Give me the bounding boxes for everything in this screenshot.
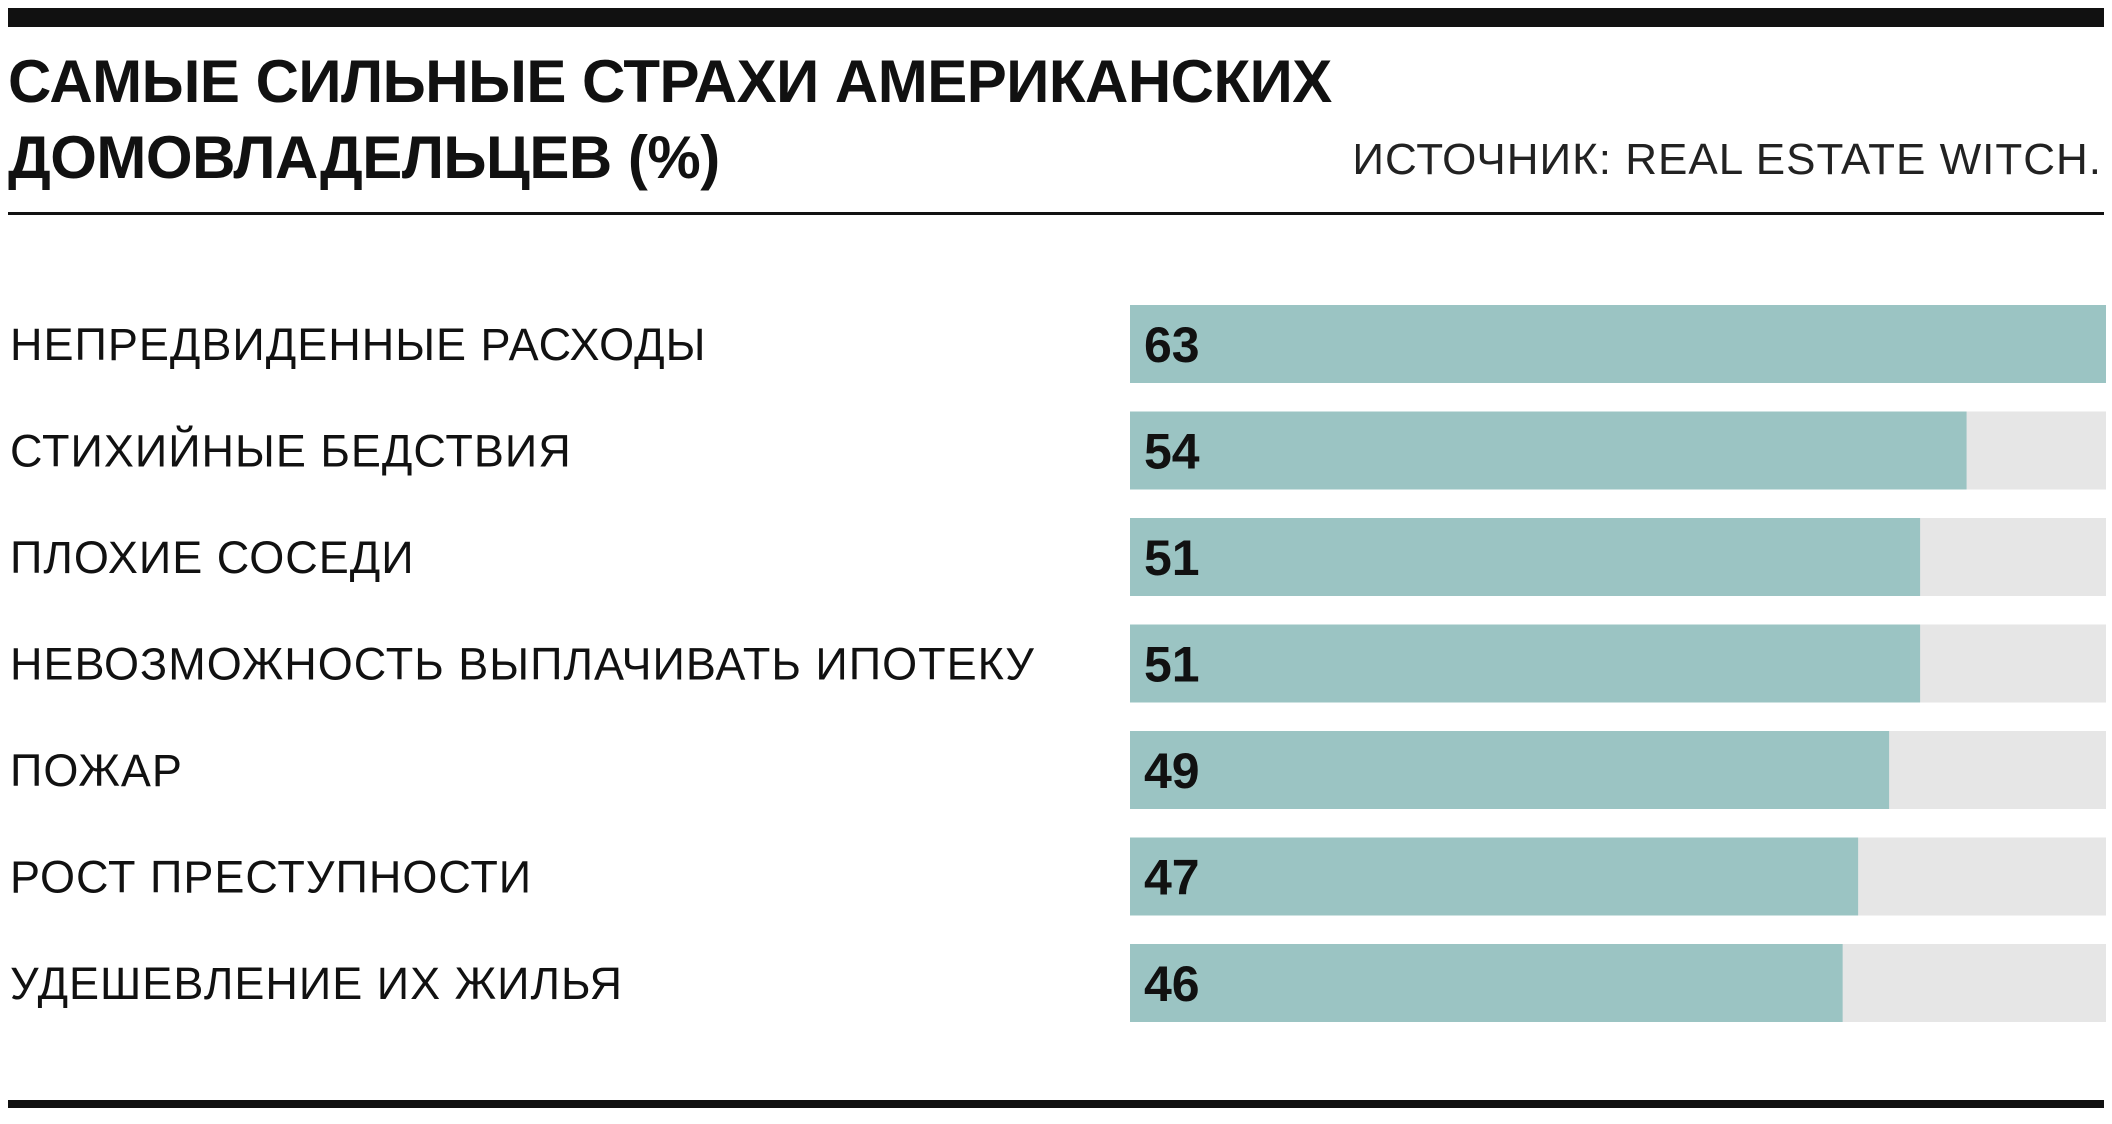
bar: [1130, 305, 2106, 383]
bar: [1130, 944, 1843, 1022]
bar-row: СТИХИЙНЫЕ БЕДСТВИЯ 54: [10, 411, 2106, 490]
source-note: ИСТОЧНИК: REAL ESTATE WITCH.: [1352, 135, 2102, 184]
chart-title-line-1: САМЫЕ СИЛЬНЫЕ СТРАХИ АМЕРИКАНСКИХ: [8, 48, 1332, 115]
bar: [1130, 411, 1967, 490]
bar-row: УДЕШЕВЛЕНИЕ ИХ ЖИЛЬЯ 46: [10, 944, 2106, 1022]
bar-row: ПОЖАР 49: [10, 731, 2106, 809]
category-label: УДЕШЕВЛЕНИЕ ИХ ЖИЛЬЯ: [10, 958, 623, 1009]
bar: [1130, 837, 1859, 916]
category-label: НЕВОЗМОЖНОСТЬ ВЫПЛАЧИВАТЬ ИПОТЕКУ: [10, 639, 1035, 690]
bar-row: НЕПРЕДВИДЕННЫЕ РАСХОДЫ 63: [10, 305, 2106, 383]
top-rule: [8, 8, 2104, 27]
value-label: 47: [1144, 850, 1200, 906]
bar-row: РОСТ ПРЕСТУПНОСТИ 47: [10, 837, 2106, 916]
category-label: ПОЖАР: [10, 745, 183, 796]
bar: [1130, 518, 1921, 596]
value-label: 51: [1144, 637, 1200, 693]
bottom-rule: [8, 1100, 2104, 1108]
bar: [1130, 624, 1921, 703]
bar: [1130, 731, 1890, 809]
category-label: ПЛОХИЕ СОСЕДИ: [10, 532, 415, 583]
bar-row: ПЛОХИЕ СОСЕДИ 51: [10, 518, 2106, 596]
bar-row: НЕВОЗМОЖНОСТЬ ВЫПЛАЧИВАТЬ ИПОТЕКУ 51: [10, 624, 2106, 703]
value-label: 63: [1144, 317, 1200, 373]
category-label: РОСТ ПРЕСТУПНОСТИ: [10, 852, 532, 903]
chart-title: САМЫЕ СИЛЬНЫЕ СТРАХИ АМЕРИКАНСКИХ ДОМОВЛ…: [8, 44, 1608, 196]
value-label: 49: [1144, 743, 1200, 799]
category-label: СТИХИЙНЫЕ БЕДСТВИЯ: [10, 426, 572, 477]
value-label: 54: [1144, 424, 1200, 480]
value-label: 51: [1144, 530, 1200, 586]
chart-title-line-2: ДОМОВЛАДЕЛЬЦЕВ (%): [8, 124, 720, 191]
header-divider: [8, 212, 2104, 215]
category-label: НЕПРЕДВИДЕННЫЕ РАСХОДЫ: [10, 319, 706, 370]
value-label: 46: [1144, 956, 1200, 1012]
